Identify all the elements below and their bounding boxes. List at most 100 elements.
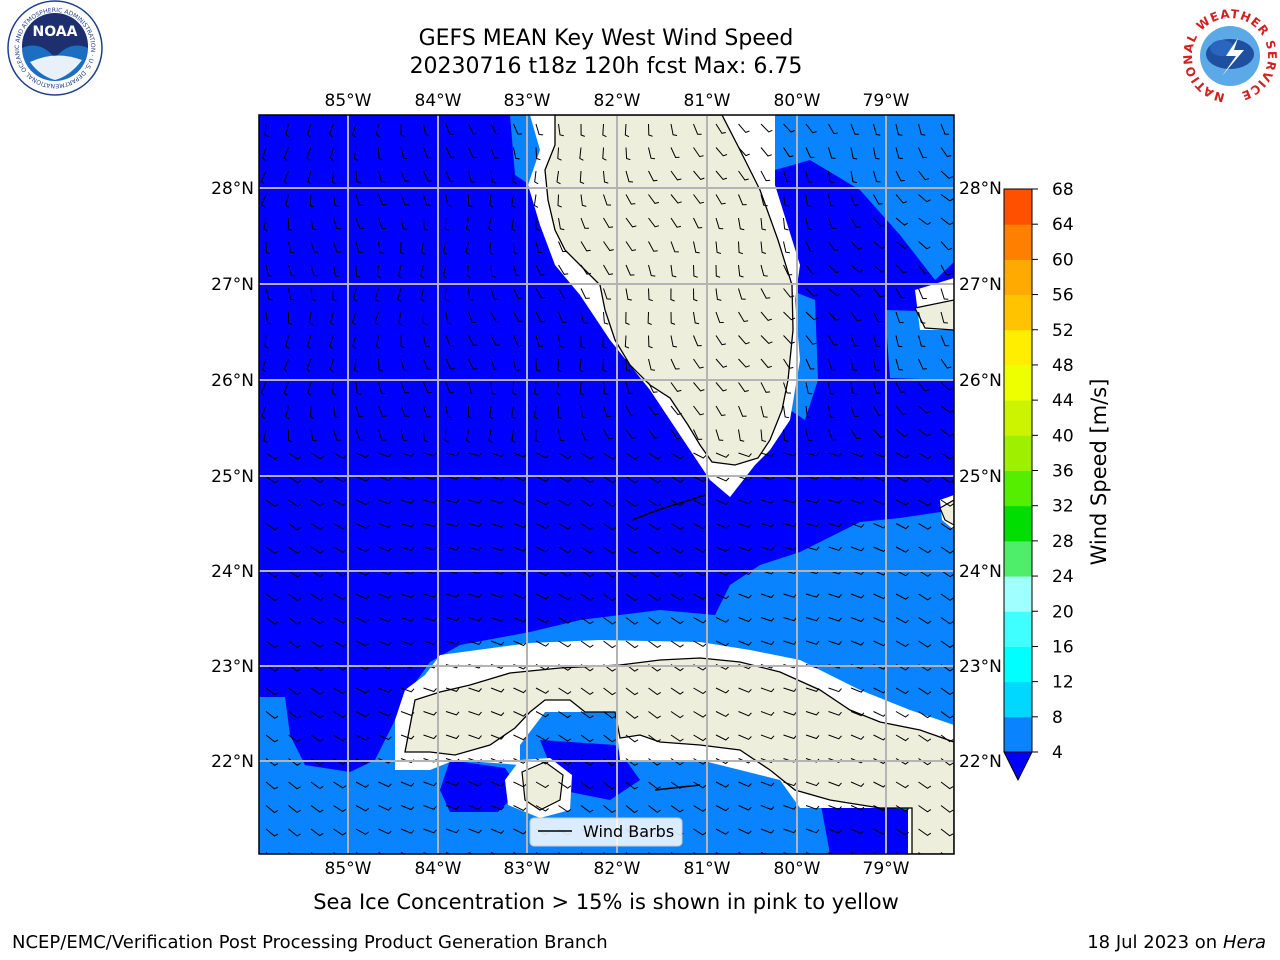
wind-barb xyxy=(535,499,550,506)
wind-barb xyxy=(648,217,660,228)
colorbar-segment xyxy=(1004,294,1032,331)
wind-barb xyxy=(603,805,616,814)
colorbar-tick-label: 44 xyxy=(1052,391,1074,411)
wind-barb xyxy=(805,147,815,159)
colorbar-tick-label: 16 xyxy=(1052,637,1074,657)
wind-barb xyxy=(512,170,517,185)
wind-barb xyxy=(940,405,954,414)
wind-barb xyxy=(355,640,370,647)
wind-barb xyxy=(378,805,392,811)
wind-barb xyxy=(738,687,752,693)
wind-barb xyxy=(265,593,279,602)
wind-barb xyxy=(715,405,726,417)
wind-barb xyxy=(333,523,347,530)
wind-barb xyxy=(355,194,364,206)
wind-barb xyxy=(445,123,454,135)
wind-barb xyxy=(940,617,954,625)
wind-barb xyxy=(648,640,662,649)
colorbar-tick-label: 60 xyxy=(1052,250,1074,270)
wind-barb xyxy=(400,382,410,394)
wind-barb xyxy=(715,617,730,623)
wind-barb xyxy=(805,805,820,810)
wind-barb xyxy=(558,123,565,137)
wind-barb xyxy=(263,217,268,232)
wind-barb xyxy=(648,546,662,554)
wind-barb xyxy=(760,241,767,254)
wind-barb xyxy=(310,546,324,554)
wind-barb xyxy=(693,523,707,530)
wind-barb xyxy=(670,476,684,483)
wind-barb xyxy=(603,429,614,440)
wind-barb xyxy=(423,405,431,418)
wind-barb xyxy=(738,640,752,646)
wind-barb xyxy=(310,241,319,253)
wind-barb xyxy=(783,358,794,369)
wind-barb xyxy=(828,805,842,810)
wind-barb xyxy=(288,805,301,814)
wind-barb xyxy=(558,476,572,483)
wind-barb xyxy=(805,617,820,622)
wind-barb xyxy=(850,828,865,835)
wind-barb xyxy=(264,335,269,349)
wind-barb xyxy=(423,475,437,480)
wind-barb xyxy=(805,593,820,598)
colorbar-segment xyxy=(1004,576,1032,612)
wind-barb xyxy=(468,288,474,301)
wind-barb xyxy=(873,170,881,183)
wind-barb xyxy=(940,217,954,226)
wind-barb xyxy=(873,382,881,394)
wind-barb xyxy=(558,734,572,742)
wind-barb xyxy=(940,429,954,437)
wind-barb xyxy=(693,570,707,577)
wind-barb xyxy=(310,734,324,743)
wind-barb xyxy=(260,170,267,185)
wind-barb xyxy=(760,335,773,344)
wind-barb xyxy=(648,194,660,204)
wind-barb xyxy=(444,288,450,302)
wind-barb xyxy=(873,335,881,348)
wind-barb xyxy=(376,335,381,349)
lon-label-top: 80°W xyxy=(774,91,821,111)
colorbar-tick-label: 4 xyxy=(1052,743,1063,763)
wind-barb xyxy=(355,405,364,418)
wind-barb xyxy=(918,570,932,577)
wind-barb xyxy=(850,734,865,740)
wind-barb xyxy=(287,217,293,231)
wind-barb xyxy=(693,781,707,789)
wind-barb xyxy=(828,781,842,787)
wind-barb xyxy=(715,429,724,441)
lon-label-top: 84°W xyxy=(415,91,462,111)
lon-label-bottom: 84°W xyxy=(415,859,462,879)
wind-barb xyxy=(355,170,362,184)
wind-barb xyxy=(715,499,730,505)
wind-barb xyxy=(895,640,910,648)
wind-barb xyxy=(490,523,505,528)
wind-barb xyxy=(693,123,702,135)
wind-barb xyxy=(445,405,452,419)
wind-barb xyxy=(693,476,707,483)
wind-barb xyxy=(535,264,545,276)
wind-barb xyxy=(648,241,658,252)
wind-barb xyxy=(513,711,527,717)
wind-barb xyxy=(558,593,572,601)
wind-barb xyxy=(288,687,301,696)
wind-barb xyxy=(715,123,726,134)
wind-barb xyxy=(378,828,392,835)
wind-barb xyxy=(693,217,703,229)
wind-barb xyxy=(580,546,594,554)
wind-barb xyxy=(670,335,678,348)
wind-barb xyxy=(738,311,749,323)
wind-barb xyxy=(468,687,482,693)
wind-barb xyxy=(895,805,909,812)
wind-barb xyxy=(513,358,520,371)
wind-barb xyxy=(355,593,370,600)
wind-barb xyxy=(265,546,279,555)
wind-barb xyxy=(940,358,952,369)
wind-barb xyxy=(828,311,840,321)
wind-barb xyxy=(355,570,370,576)
wind-barb xyxy=(603,640,616,649)
wind-barb xyxy=(625,781,639,790)
wind-barb xyxy=(828,194,835,207)
wind-barb xyxy=(783,499,797,504)
wind-barb xyxy=(895,147,903,159)
